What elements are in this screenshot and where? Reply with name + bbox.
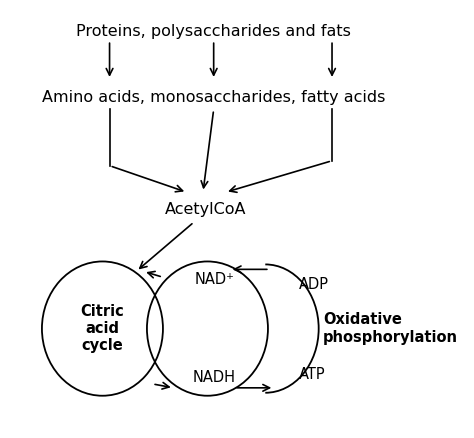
Text: Amino acids, monosaccharides, fatty acids: Amino acids, monosaccharides, fatty acid… <box>42 90 385 105</box>
Text: NAD⁺: NAD⁺ <box>195 272 235 287</box>
Text: AcetylCoA: AcetylCoA <box>165 202 246 217</box>
Text: Oxidative
phosphorylation: Oxidative phosphorylation <box>323 312 458 345</box>
Text: ADP: ADP <box>299 277 329 292</box>
Text: Proteins, polysaccharides and fats: Proteins, polysaccharides and fats <box>76 25 351 39</box>
Text: ATP: ATP <box>299 367 326 382</box>
Text: NADH: NADH <box>193 371 236 385</box>
Text: Citric
acid
cycle: Citric acid cycle <box>81 304 124 353</box>
